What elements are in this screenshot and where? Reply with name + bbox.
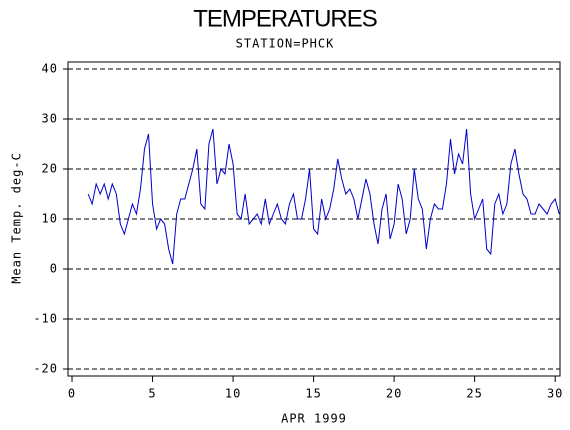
chart-subtitle: STATION=PHCK bbox=[236, 37, 335, 51]
x-tick-label: 25 bbox=[466, 387, 482, 401]
y-axis-label: Mean Temp. deg-C bbox=[10, 152, 24, 284]
x-tick-label: 30 bbox=[547, 387, 563, 401]
x-tick-label: 5 bbox=[148, 387, 156, 401]
x-tick-label: 10 bbox=[225, 387, 241, 401]
y-tick-label: -20 bbox=[33, 362, 58, 376]
y-tick-label: 0 bbox=[50, 262, 58, 276]
chart-title: TEMPERATURES bbox=[193, 5, 377, 32]
x-axis-label: APR 1999 bbox=[281, 412, 347, 426]
x-tick-label: 20 bbox=[386, 387, 402, 401]
x-tick-label: 15 bbox=[305, 387, 321, 401]
y-tick-label: 30 bbox=[42, 112, 58, 126]
series-line bbox=[87, 128, 560, 265]
y-tick-label: 10 bbox=[42, 212, 58, 226]
y-tick-label: -10 bbox=[33, 312, 58, 326]
x-tick-label: 0 bbox=[68, 387, 76, 401]
y-tick-label: 20 bbox=[42, 162, 58, 176]
y-tick-label: 40 bbox=[42, 62, 58, 76]
